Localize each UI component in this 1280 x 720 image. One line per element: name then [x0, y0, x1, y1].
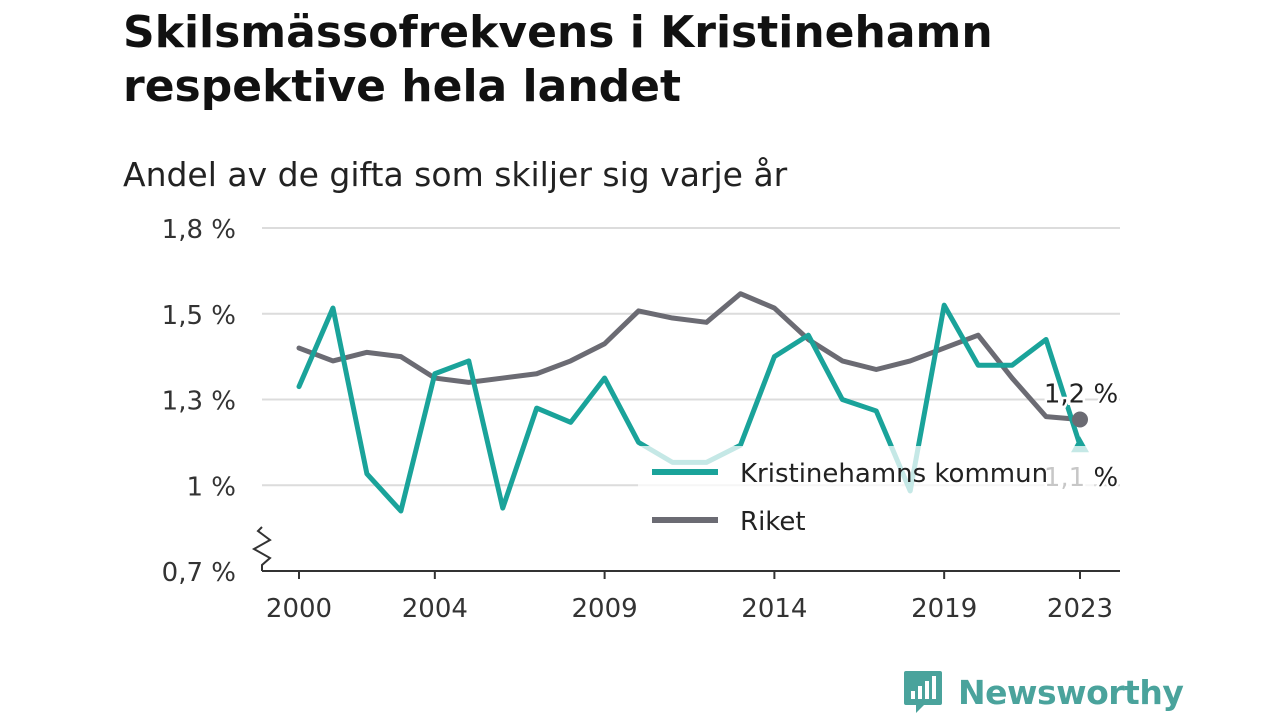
legend-background — [638, 446, 1094, 546]
end-value-label: 1,2 % — [1044, 380, 1118, 410]
series-line — [296, 291, 1083, 423]
x-tick-label: 2023 — [1047, 594, 1113, 624]
newsworthy-logo: Newsworthy — [902, 668, 1184, 716]
y-tick-label: 1,8 % — [162, 215, 236, 245]
brand-name: Newsworthy — [958, 672, 1184, 712]
x-tick-label: 2019 — [911, 594, 977, 624]
y-tick-label: 1,3 % — [162, 387, 236, 417]
bar-chart-speech-bubble-icon — [904, 671, 942, 713]
y-axis-break — [251, 526, 272, 571]
end-marker — [1072, 411, 1088, 428]
x-tick-label: 2004 — [402, 594, 468, 624]
x-tick-label: 2009 — [572, 594, 638, 624]
legend-label: Kristinehamns kommun — [740, 459, 1048, 489]
axes: 0,7 % 1 % 1,3 % 1,5 % 1,8 % 2000 2004 2009 2014 2… — [162, 215, 1120, 624]
x-tick-label: 2000 — [266, 594, 332, 624]
y-tick-label: 0,7 % — [162, 558, 236, 588]
legend: Kristinehamns kommun Riket — [638, 446, 1094, 546]
line-chart: 0,7 % 1 % 1,3 % 1,5 % 1,8 % 2000 2004 2009 2014 2… — [162, 215, 1121, 624]
chart-subtitle: Andel av de gifta som skiljer sig varje … — [123, 155, 788, 194]
y-tick-label: 1,5 % — [162, 301, 236, 331]
chart-title: Skilsmässofrekvens i Kristinehamn respek… — [123, 7, 993, 112]
x-tick-label: 2014 — [741, 594, 807, 624]
y-tick-label: 1 % — [186, 472, 236, 502]
legend-label: Riket — [740, 507, 806, 537]
